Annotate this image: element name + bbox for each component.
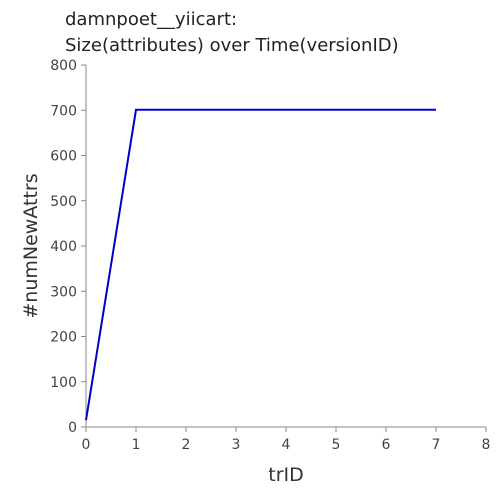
axes xyxy=(85,65,486,428)
x-tick-label: 1 xyxy=(132,437,141,453)
y-tick-label: 0 xyxy=(68,420,77,436)
y-tick-label: 100 xyxy=(50,375,77,391)
x-ticks: 0 1 2 3 4 5 6 7 8 xyxy=(82,427,491,453)
x-tick-label: 2 xyxy=(182,437,191,453)
x-tick-label: 6 xyxy=(382,437,391,453)
y-tick-label: 200 xyxy=(50,330,77,346)
chart-title-line-1: damnpoet__yiicart: xyxy=(65,9,237,30)
y-tick-label: 500 xyxy=(50,194,77,210)
x-tick-label: 7 xyxy=(432,437,441,453)
y-tick-label: 700 xyxy=(50,103,77,119)
y-tick-label: 800 xyxy=(50,58,77,74)
x-tick-label: 5 xyxy=(332,437,341,453)
x-tick-label: 3 xyxy=(232,437,241,453)
series-layer xyxy=(85,108,436,421)
y-tick-label: 400 xyxy=(50,239,77,255)
chart-title-line-2: Size(attributes) over Time(versionID) xyxy=(65,35,399,56)
x-axis-label: trID xyxy=(268,464,304,486)
x-tick-label: 8 xyxy=(482,437,491,453)
y-axis-label: #numNewAttrs xyxy=(20,173,42,318)
x-tick-label: 4 xyxy=(282,437,291,453)
x-tick-label: 0 xyxy=(82,437,91,453)
y-tick-label: 600 xyxy=(50,149,77,165)
series-line xyxy=(85,108,436,421)
y-tick-label: 300 xyxy=(50,284,77,300)
y-ticks: 0 100 200 300 400 500 600 700 800 xyxy=(50,58,86,436)
